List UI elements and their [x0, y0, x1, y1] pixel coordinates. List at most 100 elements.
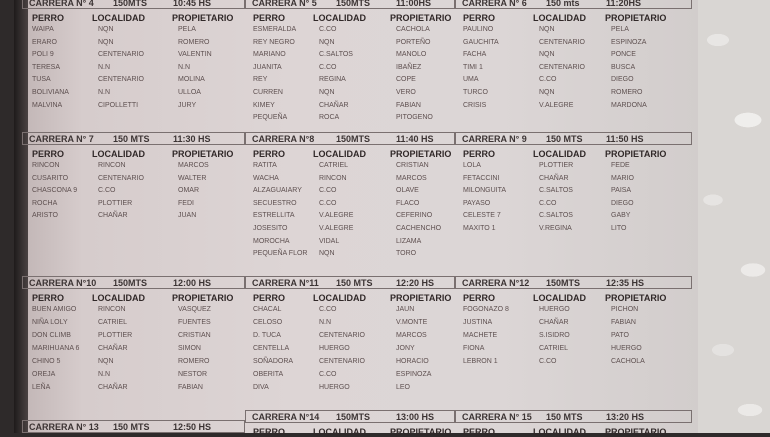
dog-locality: C.CO	[319, 371, 337, 378]
dog-owner: NESTOR	[178, 371, 208, 378]
dog-locality: NQN	[98, 358, 114, 365]
dog-owner: IBAÑEZ	[396, 63, 422, 71]
dog-owner: VASQUEZ	[178, 306, 211, 313]
column-header-perro: PERRO	[32, 13, 65, 23]
background-fabric	[698, 0, 770, 433]
dog-locality: C.SALTOS	[539, 212, 573, 220]
column-header-propietario: PROPIETARIO	[605, 293, 667, 303]
dog-locality: C.CO	[319, 26, 337, 33]
race-header: CARRERA N°12 150MTS 12:35 HS	[455, 276, 692, 289]
race-header: CARRERA N° 7 150 MTS 11:30 HS	[22, 132, 245, 145]
dog-owner: JONY	[396, 345, 415, 352]
dog-owner: CRISTIAN	[178, 332, 211, 339]
dog-name: TIMI 1	[463, 63, 483, 71]
race-distance: 150MTS	[336, 0, 371, 8]
column-header-perro: PERRO	[32, 149, 65, 159]
column-header-propietario: PROPIETARIO	[390, 293, 452, 303]
column-header-localidad: LOCALIDAD	[533, 293, 586, 303]
dog-name: PAYASO	[463, 199, 491, 207]
race-header: CARRERA N°14 150MTS 13:00 HS	[245, 410, 455, 423]
column-header-propietario: PROPIETARIO	[172, 293, 234, 303]
column-header-localidad: LOCALIDAD	[92, 293, 145, 303]
dog-locality: S.ISIDRO	[539, 332, 570, 339]
dog-name: MARIANO	[253, 51, 286, 59]
race-header: CARRERA N° 4 150MTS 10:45 HS	[22, 0, 245, 9]
race-title: CARRERA N°8	[252, 134, 315, 144]
dog-name: CELOSO	[253, 319, 283, 326]
dog-owner: LIZAMA	[396, 237, 422, 245]
column-header-perro: PERRO	[253, 293, 286, 303]
dog-owner: FLACO	[396, 199, 420, 207]
dog-locality: C.SALTOS	[539, 187, 573, 195]
dog-owner: WALTER	[178, 174, 207, 182]
race-title: CARRERA N° 5	[252, 0, 317, 8]
dog-name: LEÑA	[32, 384, 51, 391]
dog-owner: V.MONTE	[396, 319, 428, 326]
dog-name: CURREN	[253, 89, 283, 96]
column-header-perro: PERRO	[32, 293, 65, 303]
dog-name: TERESA	[32, 63, 61, 71]
race-time: 13:20 HS	[606, 412, 645, 422]
dog-name: LOLA	[463, 162, 481, 169]
column-header-propietario: PROPIETARIO	[172, 149, 234, 159]
race-title: CARRERA N° 4	[29, 0, 94, 8]
dog-owner: OMAR	[178, 187, 199, 195]
dog-locality: V.ALEGRE	[539, 101, 574, 109]
dog-locality: C.CO	[319, 306, 337, 313]
dog-locality: PLOTTIER	[98, 199, 133, 207]
dog-owner: MANOLO	[396, 51, 427, 59]
column-header-perro: PERRO	[463, 149, 496, 159]
race-title: CARRERA N° 13	[29, 422, 99, 432]
race-header: CARRERA N° 13 150 MTS 12:50 HS	[22, 420, 245, 433]
dog-owner: ROMERO	[178, 38, 210, 46]
dog-owner: ESPINOZA	[396, 371, 432, 378]
dog-name: WACHA	[253, 174, 279, 182]
race-header: CARRERA N° 6 150 mts 11:20HS	[455, 0, 692, 9]
column-header-perro: PERRO	[463, 293, 496, 303]
dog-name: UMA	[463, 76, 479, 84]
column-header-perro: PERRO	[463, 13, 496, 23]
dog-name: TUSA	[32, 76, 51, 84]
dog-owner: MOLINA	[178, 76, 205, 84]
dog-locality: CHAÑAR	[319, 101, 349, 109]
dog-name: FIONA	[463, 345, 485, 352]
dog-locality: CENTENARIO	[319, 332, 365, 339]
column-header-localidad: LOCALIDAD	[533, 427, 586, 437]
dog-name: DON CLIMB	[32, 332, 71, 339]
dog-locality: CATRIEL	[539, 345, 569, 352]
dog-locality: RINCON	[98, 306, 126, 313]
dog-locality: REGINA	[319, 76, 346, 84]
dog-locality: C.CO	[539, 199, 557, 207]
race-distance: 150 MTS	[546, 412, 583, 422]
dog-owner: VERO	[396, 89, 416, 96]
dog-owner: HORACIO	[396, 358, 429, 365]
dog-name: MOROCHA	[253, 237, 290, 245]
dog-owner: N.N	[178, 63, 191, 71]
dog-name: MALVINA	[32, 101, 63, 109]
dog-owner: CACHOLA	[611, 358, 645, 365]
dog-locality: N.N	[98, 371, 111, 378]
dog-locality: RINCON	[319, 174, 347, 182]
column-header-localidad: LOCALIDAD	[313, 149, 366, 159]
dog-owner: PELA	[178, 26, 196, 33]
dog-locality: C.CO	[98, 187, 116, 195]
race-header: CARRERA N°10 150MTS 12:00 HS	[22, 276, 245, 289]
dog-locality: CENTENARIO	[98, 174, 144, 182]
column-header-localidad: LOCALIDAD	[92, 13, 145, 23]
dog-locality: NQN	[539, 51, 555, 59]
dog-locality: CATRIEL	[319, 162, 349, 169]
dog-locality: CENTENARIO	[319, 358, 365, 365]
dog-name: ERARO	[32, 38, 57, 46]
dog-locality: CHAÑAR	[98, 384, 128, 391]
dog-name: OBERITA	[253, 371, 284, 378]
column-header-localidad: LOCALIDAD	[533, 149, 586, 159]
dog-owner: FABIAN	[611, 319, 636, 326]
dog-name: RINCON	[32, 162, 60, 169]
race-header: CARRERA N°8 150MTS 11:40 HS	[245, 132, 455, 145]
dog-name: REY	[253, 76, 268, 84]
dog-locality: CHAÑAR	[539, 174, 569, 182]
dog-locality: CHAÑAR	[98, 212, 128, 220]
dog-locality: C.CO	[539, 358, 557, 365]
dog-owner: MARDONA	[611, 101, 647, 109]
dog-owner: PELA	[611, 26, 629, 33]
